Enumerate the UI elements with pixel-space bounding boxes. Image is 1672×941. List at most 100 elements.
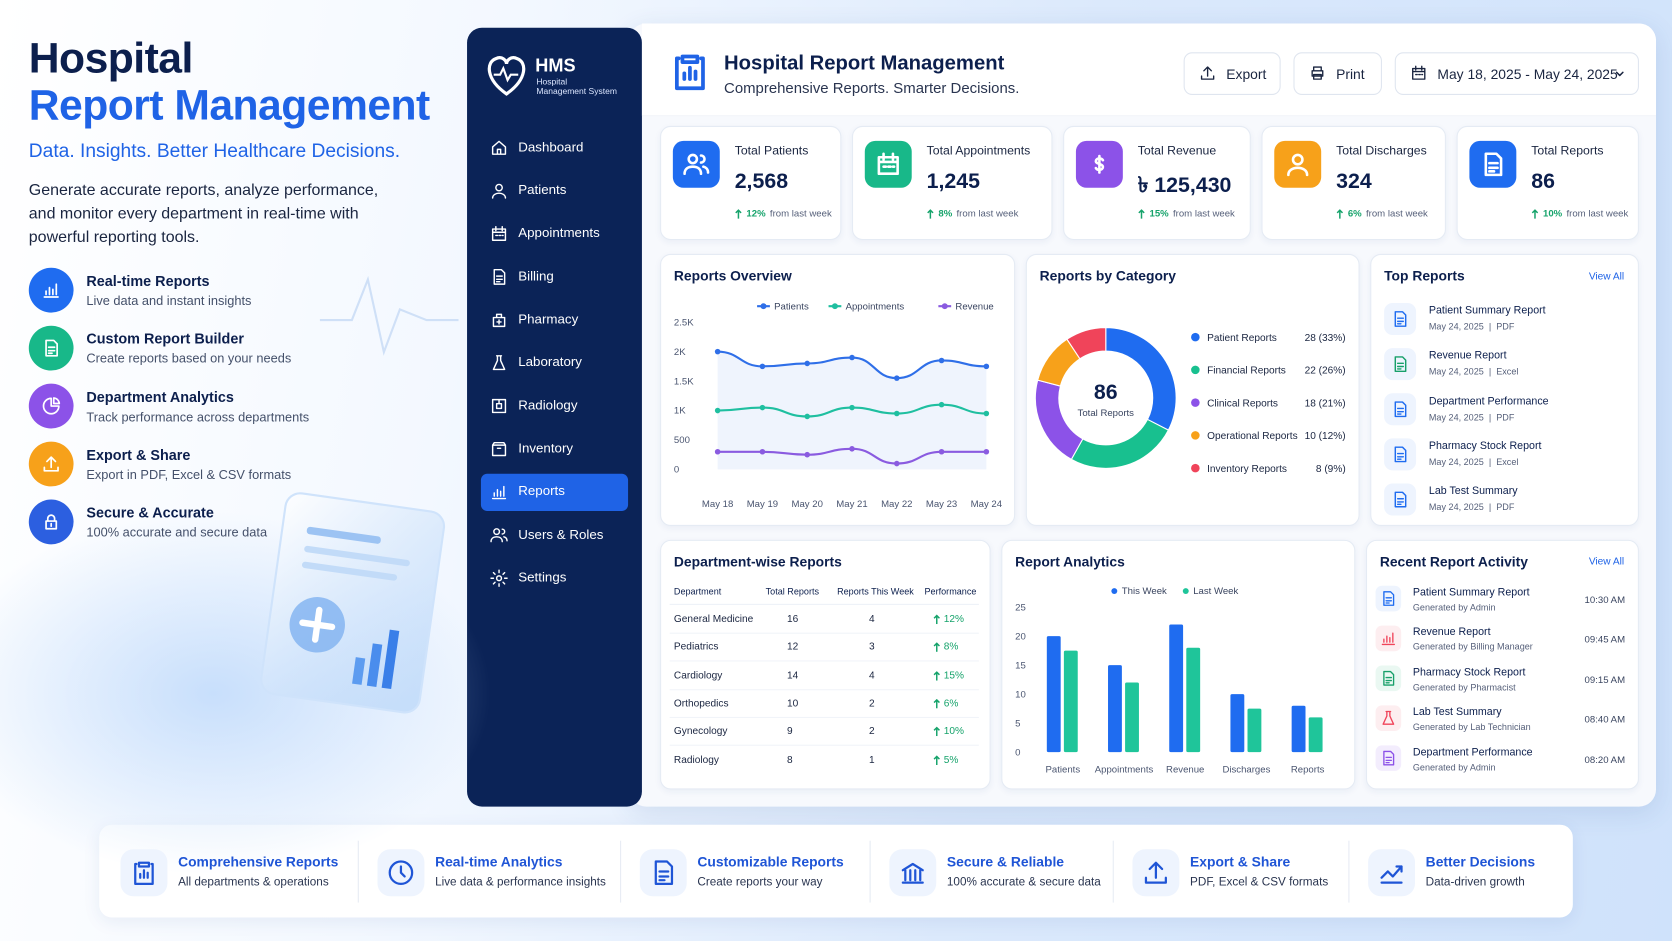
bar bbox=[1063, 650, 1078, 753]
up-arrow bbox=[1336, 208, 1344, 219]
icon-upload bbox=[1200, 66, 1215, 80]
activity-by: Generated by Billing Manager bbox=[1412, 641, 1533, 653]
kpi-change: 15% from last week bbox=[1138, 208, 1235, 219]
nav-item[interactable]: Pharmacy bbox=[518, 311, 579, 327]
table-cell: Gynecology bbox=[673, 725, 728, 738]
kpi-value: 324 bbox=[1336, 169, 1372, 194]
view-all[interactable]: View All bbox=[1588, 555, 1625, 568]
up-arrow-path bbox=[933, 614, 940, 625]
icon-cal bbox=[877, 152, 899, 175]
up-arrow-path bbox=[1138, 208, 1145, 219]
legend-label: Appointments bbox=[846, 301, 905, 312]
icon-upload bbox=[43, 456, 59, 472]
activity-time: 09:15 AM bbox=[1584, 674, 1626, 685]
value-label: 10 (12%) bbox=[1305, 431, 1346, 442]
nav-item[interactable]: Appointments bbox=[518, 225, 600, 241]
kpi-value: ৳ 125,430 bbox=[1137, 173, 1232, 198]
up-arrow-path bbox=[933, 642, 940, 653]
table-cell: Pediatrics bbox=[673, 641, 719, 654]
kpi-change-value: 10% bbox=[1542, 208, 1563, 219]
table-rule bbox=[669, 688, 979, 690]
nav-item[interactable]: Users & Roles bbox=[518, 526, 604, 542]
legend-swatch bbox=[1191, 398, 1200, 407]
header-button[interactable] bbox=[1394, 52, 1639, 95]
nav-item[interactable]: Patients bbox=[518, 182, 567, 198]
nav-item[interactable]: Dashboard bbox=[518, 139, 584, 155]
highlight-desc: Data-driven growth bbox=[1425, 875, 1525, 889]
table-cell: 6% bbox=[933, 698, 958, 709]
icon-chart bbox=[491, 485, 507, 500]
icon-doc bbox=[1394, 356, 1407, 373]
icon-chart bbox=[43, 283, 59, 298]
bar bbox=[1108, 665, 1122, 753]
view-all[interactable]: View All bbox=[1588, 270, 1625, 283]
x-tick-label: May 20 bbox=[792, 499, 823, 510]
card-title: Top Reports bbox=[1384, 267, 1465, 284]
header-button[interactable] bbox=[1293, 52, 1382, 95]
donut-hole bbox=[1059, 352, 1152, 444]
icon-user bbox=[1287, 153, 1309, 177]
card-title: Reports Overview bbox=[673, 267, 792, 284]
activity-time: 09:45 AM bbox=[1584, 634, 1626, 645]
top-reports-card bbox=[1370, 253, 1639, 526]
report-name: Revenue Report bbox=[1428, 350, 1507, 362]
up-arrow-path bbox=[735, 208, 742, 219]
line-point bbox=[894, 375, 900, 381]
x-tick-label: Reports bbox=[1291, 764, 1325, 775]
icon-cal bbox=[491, 225, 507, 241]
icon-flask bbox=[492, 355, 506, 371]
feature-title: Real-time Reports bbox=[86, 273, 210, 290]
report-meta: May 24, 2025 | PDF bbox=[1428, 501, 1515, 513]
table-cell: 10 bbox=[786, 697, 799, 710]
y-tick-label: 15 bbox=[1015, 660, 1026, 671]
report-meta: May 24, 2025 | PDF bbox=[1428, 321, 1515, 332]
nav-item[interactable]: Laboratory bbox=[518, 354, 582, 370]
nav-item[interactable]: Reports bbox=[518, 483, 565, 499]
x-tick-label: Patients bbox=[1046, 764, 1081, 775]
kpi-change-note: from last week bbox=[1172, 208, 1235, 219]
value-label: 22 (26%) bbox=[1305, 366, 1346, 377]
nav-item[interactable]: Billing bbox=[518, 268, 554, 284]
header-button-label: May 18, 2025 - May 24, 2025 bbox=[1437, 66, 1618, 83]
table-header: Department bbox=[673, 585, 722, 597]
table-cell: 5% bbox=[933, 754, 958, 765]
y-tick-label: 500 bbox=[674, 435, 690, 446]
kpi-label: Total Discharges bbox=[1336, 145, 1427, 158]
nav-item[interactable]: Inventory bbox=[518, 440, 574, 456]
table-cell: General Medicine bbox=[673, 613, 754, 626]
table-cell: Orthopedics bbox=[673, 697, 729, 710]
nav-item[interactable]: Radiology bbox=[518, 397, 578, 413]
icon-home bbox=[491, 140, 507, 155]
line-point bbox=[849, 404, 855, 411]
highlight-desc: 100% accurate & secure data bbox=[946, 875, 1101, 889]
icon-tile bbox=[1384, 483, 1417, 516]
performance: 12% bbox=[943, 613, 964, 626]
nav-item[interactable]: Settings bbox=[518, 569, 567, 585]
up-arrow-path bbox=[933, 726, 940, 737]
icon-doc bbox=[45, 339, 59, 357]
feature-title: Department Analytics bbox=[86, 388, 234, 405]
icon-tile bbox=[672, 140, 720, 188]
header-button[interactable] bbox=[1183, 52, 1281, 95]
logo bbox=[487, 56, 526, 96]
bar bbox=[1308, 717, 1323, 753]
header-title: Hospital Report Management bbox=[724, 52, 1005, 75]
y-tick-label: 0 bbox=[1015, 747, 1020, 758]
line-point bbox=[983, 363, 990, 370]
up-arrow-path bbox=[933, 754, 940, 765]
table-rule bbox=[669, 632, 979, 634]
line-point bbox=[894, 410, 900, 417]
activity-name: Department Performance bbox=[1412, 746, 1533, 759]
kpi-change: 10% from last week bbox=[1531, 208, 1628, 219]
activity-time: 08:20 AM bbox=[1584, 753, 1626, 765]
icon-doc bbox=[1383, 670, 1395, 686]
icon-tile bbox=[864, 140, 912, 188]
table-cell: 1 bbox=[869, 753, 875, 766]
kpi-change-value: 12% bbox=[746, 208, 766, 219]
legend-label: Operational Reports bbox=[1207, 431, 1298, 442]
feature-desc: 100% accurate and secure data bbox=[86, 525, 268, 541]
legend-label: Revenue bbox=[955, 301, 993, 312]
line-point bbox=[849, 354, 855, 361]
recent-card bbox=[1365, 539, 1639, 790]
